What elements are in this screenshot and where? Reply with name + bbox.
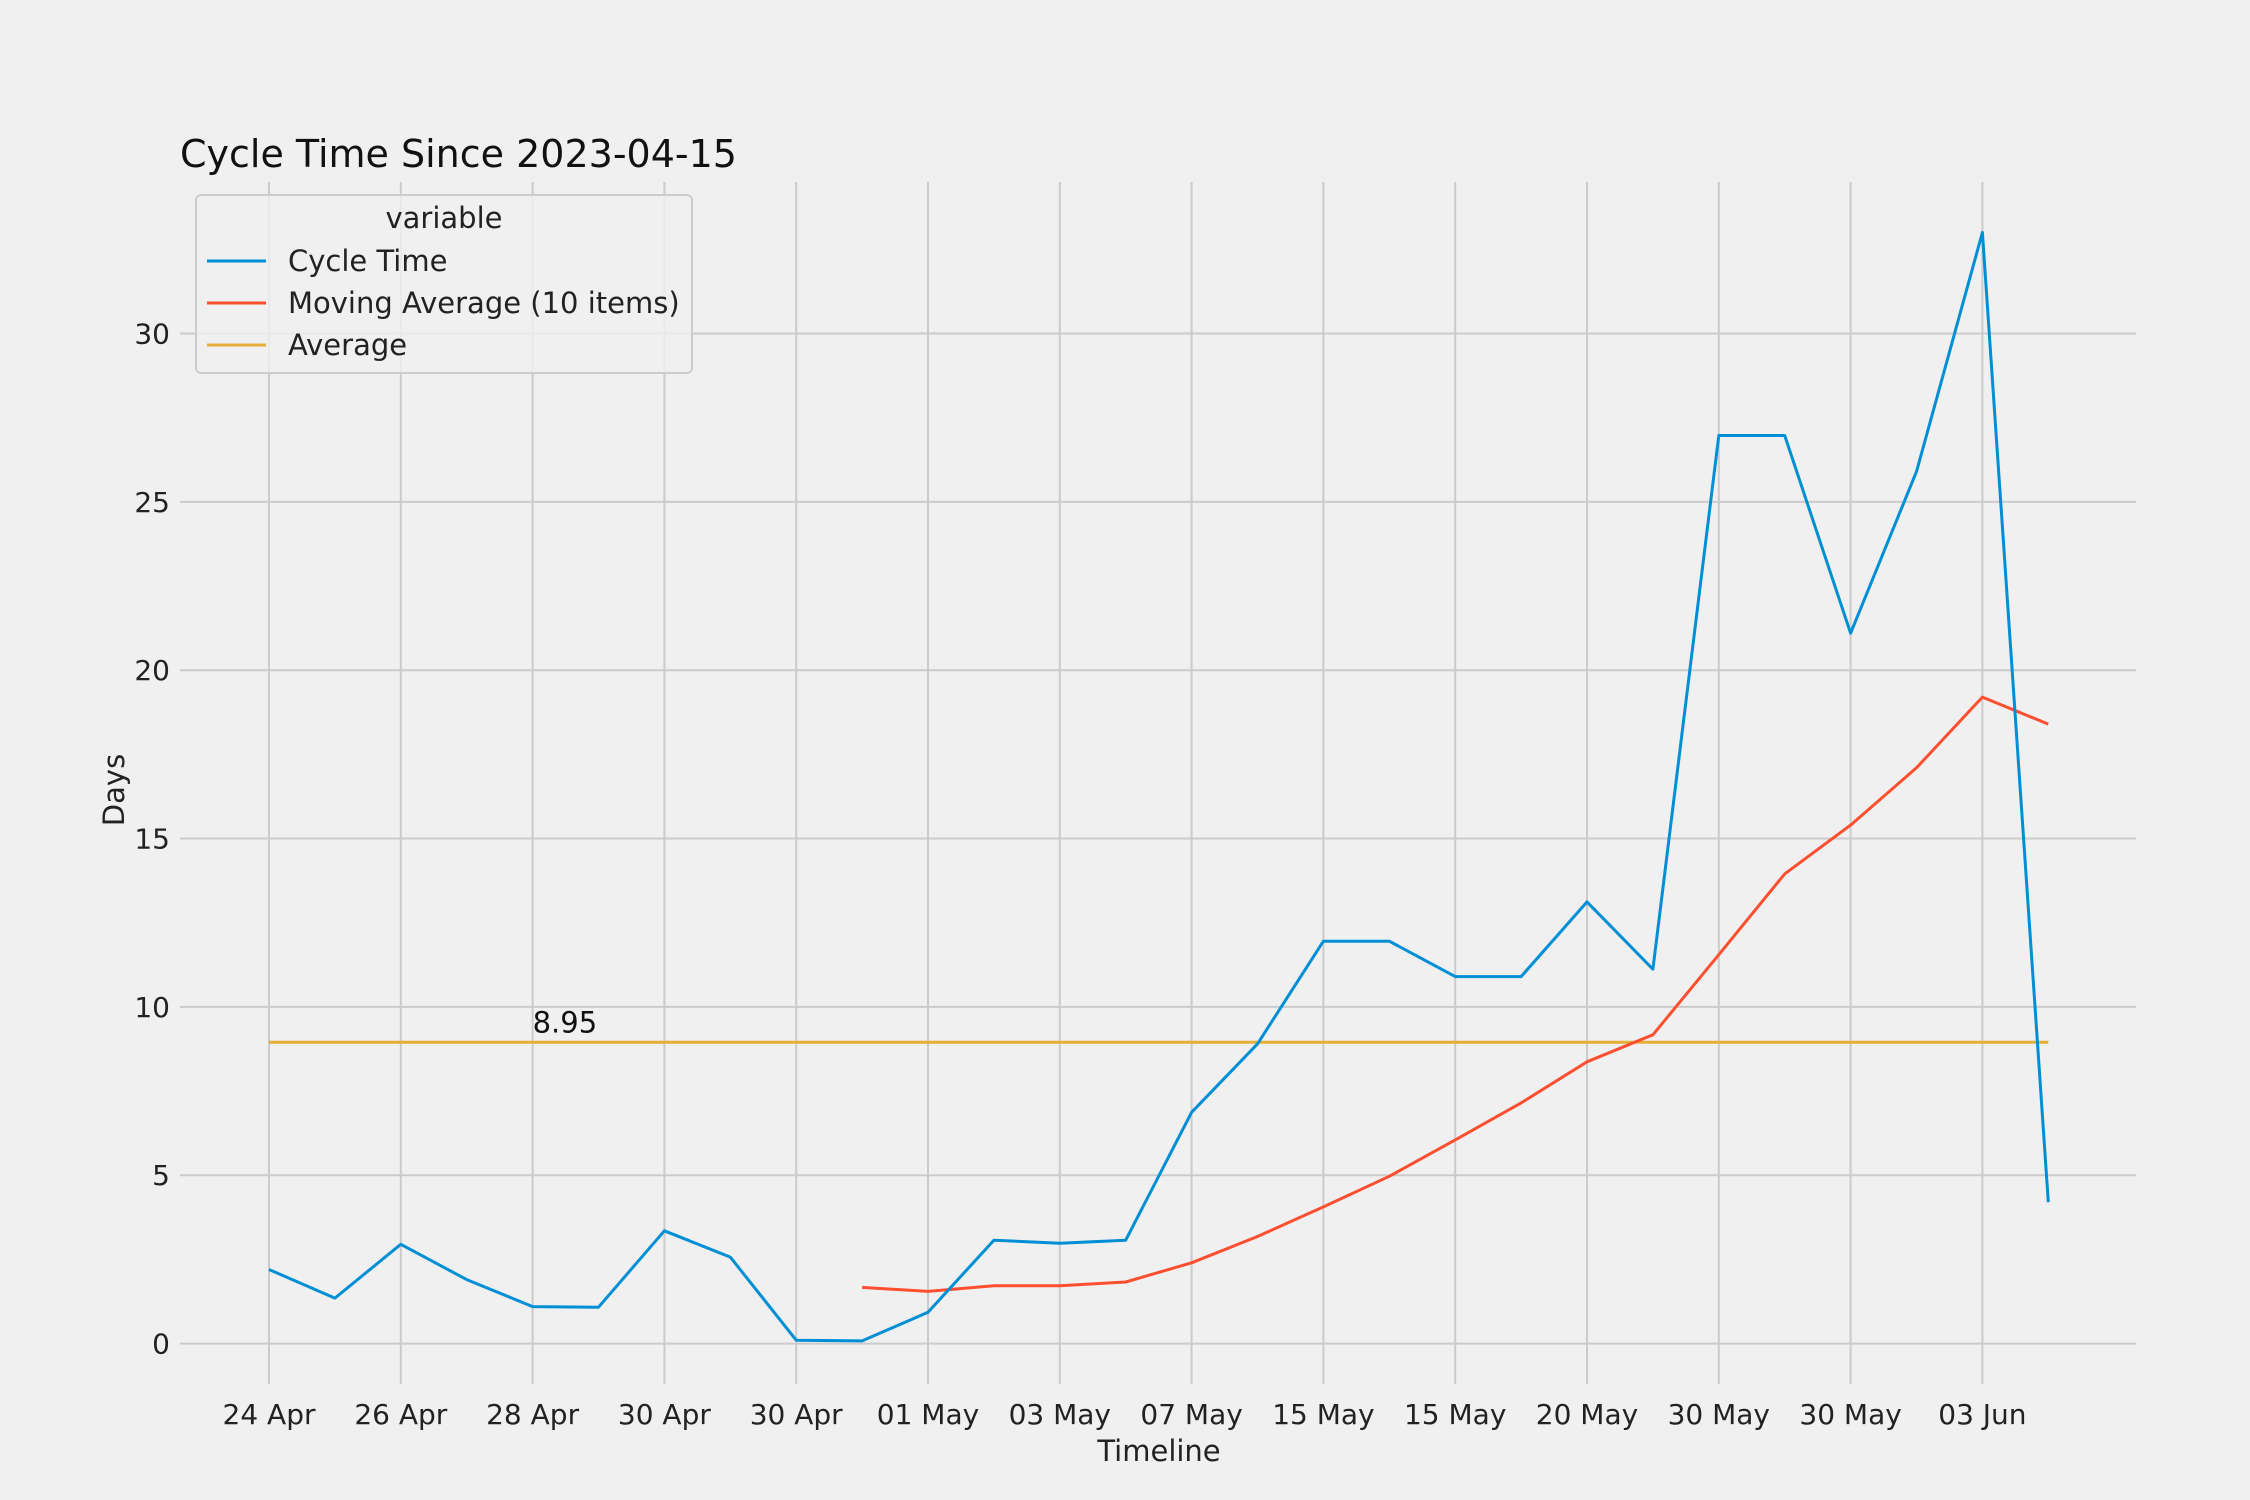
legend-title: variable <box>386 201 503 235</box>
x-tick-label: 03 May <box>1009 1398 1111 1431</box>
x-tick-label: 30 May <box>1799 1398 1901 1431</box>
annotations: 8.95 <box>533 1005 598 1039</box>
x-tick-label: 07 May <box>1140 1398 1242 1431</box>
y-tick-label: 30 <box>134 318 170 351</box>
y-tick-label: 0 <box>152 1328 170 1361</box>
y-tick-label: 15 <box>134 823 170 856</box>
average-annotation: 8.95 <box>533 1005 598 1039</box>
legend-entry-label: Average <box>288 328 407 362</box>
x-tick-label: 15 May <box>1272 1398 1374 1431</box>
x-tick-label: 20 May <box>1536 1398 1638 1431</box>
x-tick-label: 03 Jun <box>1938 1398 2026 1431</box>
legend: variable Cycle Time Moving Average (10 it… <box>195 194 693 374</box>
x-tick-label: 15 May <box>1404 1398 1506 1431</box>
series-lines <box>268 231 2050 1343</box>
x-tick-label: 30 Apr <box>750 1398 843 1431</box>
series-line-moving-average-10-items <box>862 695 2049 1293</box>
legend-entry-label: Moving Average (10 items) <box>288 286 680 320</box>
x-tick-label: 26 Apr <box>354 1398 447 1431</box>
x-tick-label: 01 May <box>877 1398 979 1431</box>
chart-title: Cycle Time Since 2023-04-15 <box>180 132 737 176</box>
x-tick-label: 28 Apr <box>486 1398 579 1431</box>
x-tick-label: 24 Apr <box>223 1398 316 1431</box>
x-tick-label: 30 May <box>1668 1398 1770 1431</box>
legend-entry-label: Cycle Time <box>288 244 447 278</box>
x-tick-label: 30 Apr <box>618 1398 711 1431</box>
legend-box <box>195 194 693 374</box>
legend-entries: Cycle Time Moving Average (10 items) Avera… <box>207 244 680 362</box>
y-tick-label: 25 <box>134 486 170 519</box>
x-axis-label: Timeline <box>1096 1434 1220 1468</box>
y-axis-label: Days <box>97 754 131 826</box>
tick-labels: 0 5 10 15 20 25 30 24 Apr 26 Apr 28 Apr 30 Apr 30 A… <box>134 318 2026 1431</box>
y-tick-label: 5 <box>152 1159 170 1192</box>
grid <box>180 182 2136 1384</box>
y-tick-label: 10 <box>134 991 170 1024</box>
series-line-cycle-time <box>268 231 2050 1343</box>
y-tick-label: 20 <box>134 654 170 687</box>
